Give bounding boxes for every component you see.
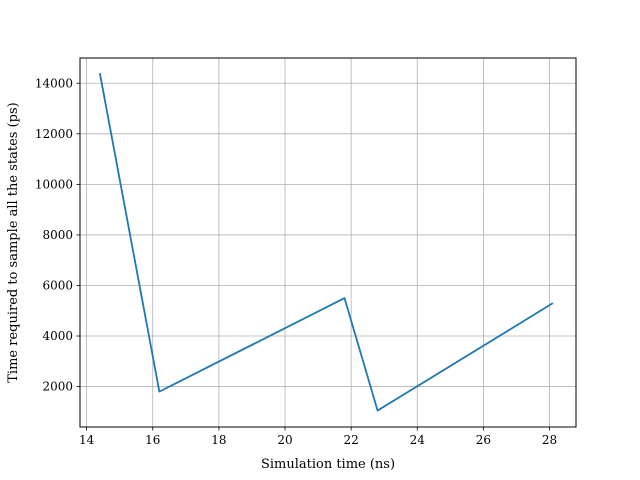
x-tick-label: 28 (542, 433, 557, 447)
series-layer (98, 72, 554, 412)
x-tick-label: 26 (476, 433, 491, 447)
y-axis-label: Time required to sample all the states (… (6, 102, 21, 382)
x-tick-label: 14 (79, 433, 95, 447)
y-tick-label: 4000 (42, 329, 73, 343)
plot-frame (79, 57, 577, 428)
y-tick-label: 10000 (35, 177, 73, 191)
y-axis-ticks: 2000 4000 6000 8000 10000 12000 14000 (35, 76, 80, 394)
x-axis-ticks: 14 16 18 20 22 24 26 28 (79, 427, 557, 447)
y-tick-label: 8000 (42, 228, 73, 242)
x-axis-label: Simulation time (ns) (261, 457, 395, 472)
grid-lines (80, 58, 576, 427)
x-tick-label: 24 (410, 433, 426, 447)
y-tick-label: 2000 (42, 380, 73, 394)
x-tick-label: 18 (211, 433, 226, 447)
series-line-0 (98, 72, 554, 412)
x-tick-label: 22 (344, 433, 359, 447)
y-tick-label: 12000 (35, 127, 73, 141)
x-tick-label: 16 (145, 433, 160, 447)
y-tick-label: 6000 (42, 278, 73, 292)
x-tick-label: 20 (277, 433, 292, 447)
y-tick-label: 14000 (35, 76, 73, 90)
